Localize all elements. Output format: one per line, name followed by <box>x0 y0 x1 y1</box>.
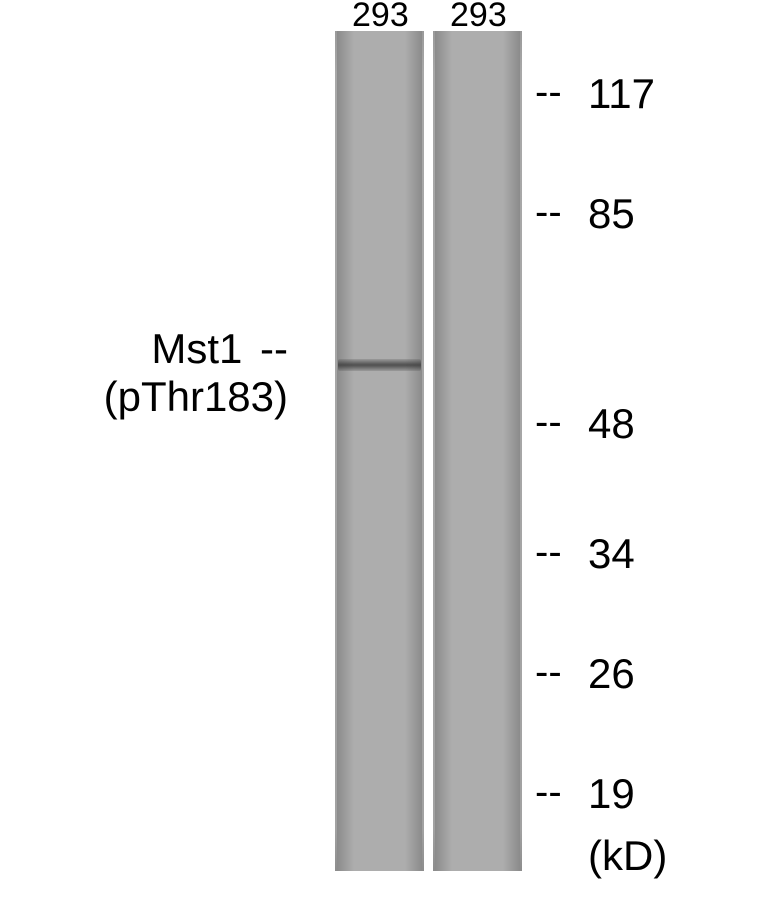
mw-label-34: 34 <box>588 530 635 578</box>
mw-tick-48: -- <box>535 400 562 445</box>
western-blot-figure: 293 293 Mst1 -- (pThr183) -- 117 -- 85 -… <box>0 0 761 901</box>
lane1-membrane <box>337 31 422 871</box>
mw-label-117: 117 <box>588 70 655 118</box>
lane1 <box>335 31 424 871</box>
mw-label-26: 26 <box>588 650 635 698</box>
lane1-label: 293 <box>352 0 409 35</box>
mw-tick-34: -- <box>535 530 562 575</box>
protein-tick: -- <box>260 325 288 372</box>
mw-tick-26: -- <box>535 650 562 695</box>
mw-tick-117: -- <box>535 70 562 115</box>
lane2 <box>433 31 522 871</box>
mw-tick-19: -- <box>535 770 562 815</box>
protein-name-line2: (pThr183) <box>104 373 288 420</box>
mw-label-48: 48 <box>588 400 635 448</box>
mw-unit-label: (kD) <box>588 832 667 880</box>
lane2-label: 293 <box>450 0 507 35</box>
mst1-band <box>338 359 421 371</box>
mw-label-19: 19 <box>588 770 635 818</box>
lane2-membrane <box>435 31 520 871</box>
mw-tick-85: -- <box>535 190 562 235</box>
protein-label: Mst1 -- (pThr183) <box>104 325 288 422</box>
protein-name-line1: Mst1 <box>151 325 242 372</box>
mw-label-85: 85 <box>588 190 635 238</box>
